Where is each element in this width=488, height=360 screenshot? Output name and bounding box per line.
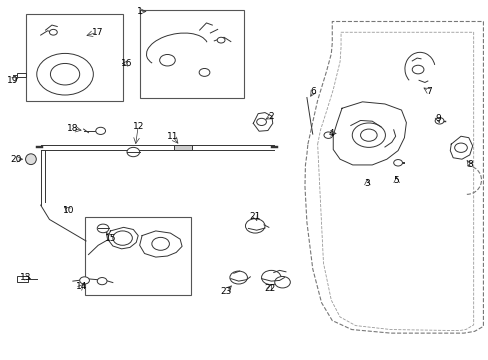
Circle shape xyxy=(324,132,332,138)
Bar xyxy=(17,276,28,282)
Text: 5: 5 xyxy=(393,176,399,185)
Ellipse shape xyxy=(25,154,36,165)
Text: 1: 1 xyxy=(137,7,142,16)
Bar xyxy=(17,73,26,77)
Circle shape xyxy=(351,123,385,147)
Circle shape xyxy=(50,63,80,85)
Circle shape xyxy=(127,147,140,157)
Circle shape xyxy=(393,159,402,166)
Circle shape xyxy=(256,118,266,126)
Text: 2: 2 xyxy=(268,112,274,121)
Text: 15: 15 xyxy=(104,234,116,243)
Text: 7: 7 xyxy=(425,86,431,95)
Bar xyxy=(84,217,190,296)
Text: 19: 19 xyxy=(7,76,19,85)
Text: 17: 17 xyxy=(91,28,103,37)
Circle shape xyxy=(37,53,93,95)
Text: 23: 23 xyxy=(220,287,232,296)
Text: 12: 12 xyxy=(132,122,143,131)
Text: 6: 6 xyxy=(310,86,316,95)
Text: 21: 21 xyxy=(249,212,261,221)
Circle shape xyxy=(261,270,281,285)
Text: 13: 13 xyxy=(20,273,32,282)
Text: 10: 10 xyxy=(63,206,75,215)
Text: 11: 11 xyxy=(166,132,178,141)
Circle shape xyxy=(360,129,376,141)
Circle shape xyxy=(245,219,264,233)
Circle shape xyxy=(49,30,57,35)
Circle shape xyxy=(96,127,105,134)
Text: 14: 14 xyxy=(75,282,87,291)
Circle shape xyxy=(229,271,247,284)
Circle shape xyxy=(97,224,109,233)
Circle shape xyxy=(217,37,224,43)
Circle shape xyxy=(113,231,132,245)
Circle shape xyxy=(411,65,423,74)
Text: 8: 8 xyxy=(467,160,472,169)
Circle shape xyxy=(159,54,175,66)
Bar xyxy=(173,145,192,150)
Bar xyxy=(26,14,122,101)
Circle shape xyxy=(199,68,209,76)
Text: 20: 20 xyxy=(11,155,22,164)
Text: 22: 22 xyxy=(264,284,275,293)
Circle shape xyxy=(454,143,467,152)
Text: 4: 4 xyxy=(328,129,333,138)
Circle shape xyxy=(274,276,290,288)
Circle shape xyxy=(152,237,169,250)
Bar xyxy=(140,10,244,98)
Text: 3: 3 xyxy=(364,179,369,188)
Text: 16: 16 xyxy=(121,59,132,68)
Circle shape xyxy=(97,278,107,285)
Circle shape xyxy=(80,277,89,284)
Text: 18: 18 xyxy=(67,124,79,133)
Text: 9: 9 xyxy=(434,114,440,123)
Circle shape xyxy=(434,118,443,124)
